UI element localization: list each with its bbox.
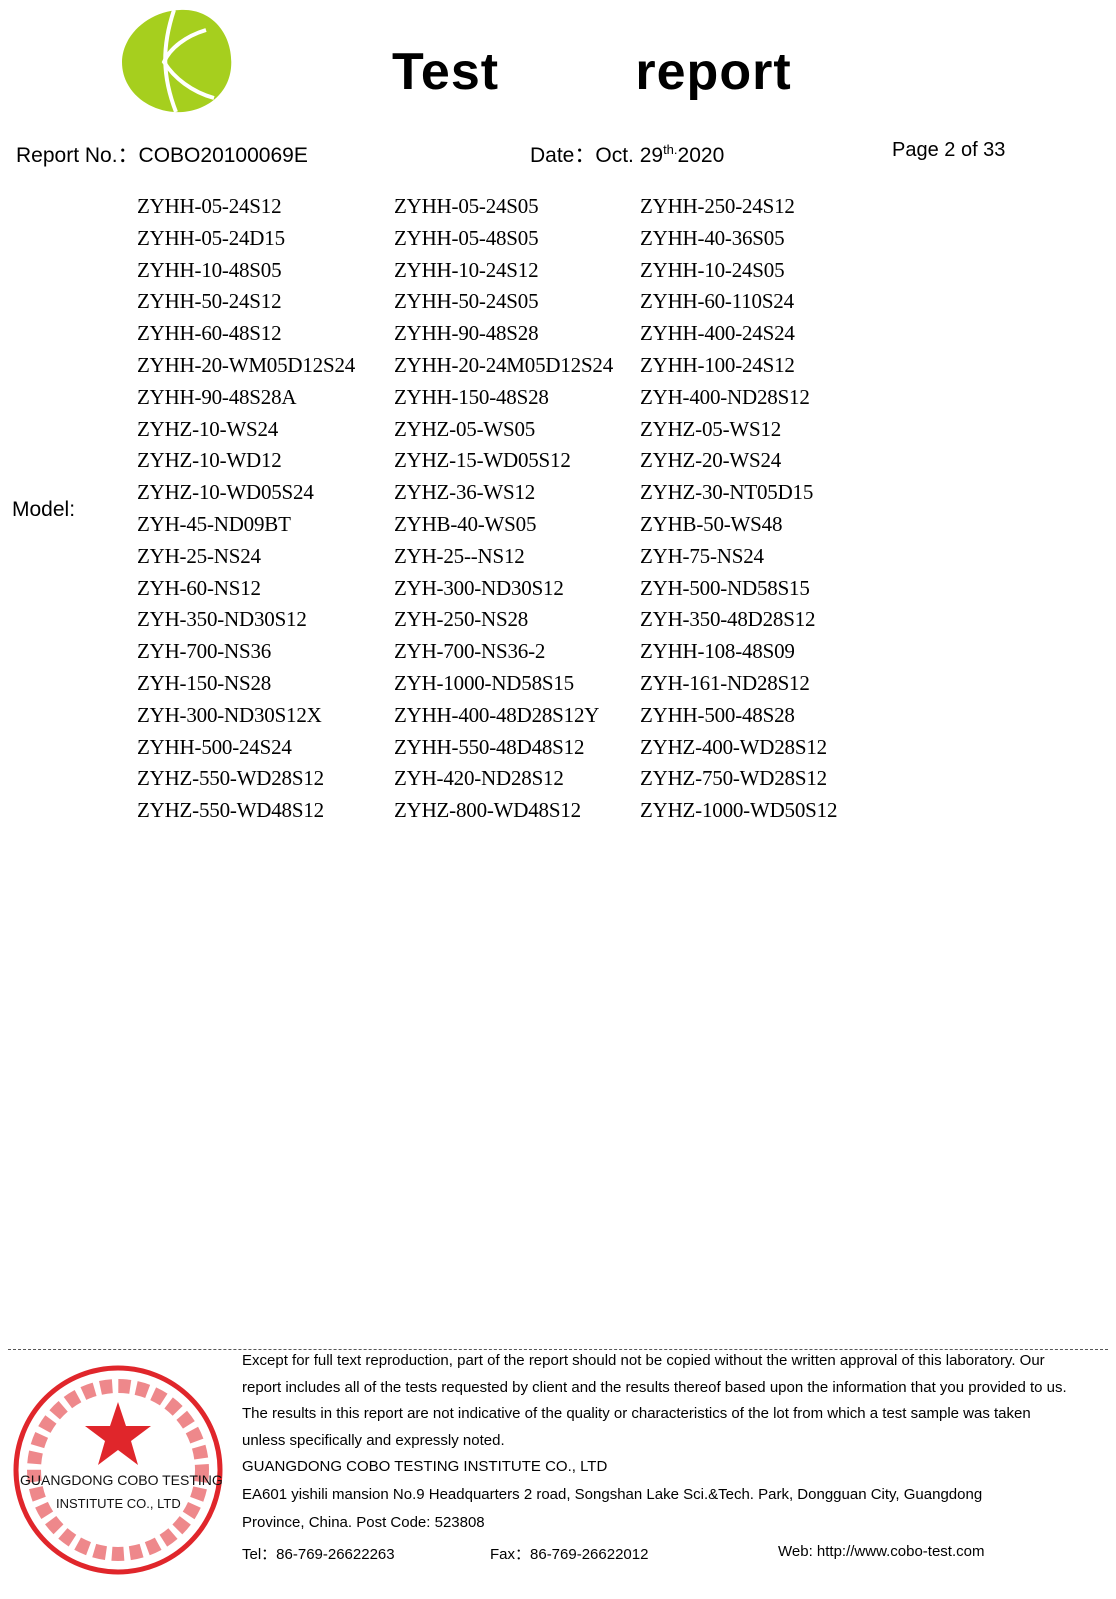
date-day: Oct. 29 (595, 144, 664, 167)
model-entry: ZYHZ-750-WD28S12 (640, 766, 827, 791)
model-entry: ZYHZ-05-WS12 (640, 416, 782, 441)
model-entry: ZYHH-60-48S12 (137, 321, 282, 346)
model-entry: ZYHZ-10-WS24 (137, 416, 279, 441)
model-entry: ZYHZ-15-WD05S12 (394, 448, 571, 473)
model-entry: ZYH-350-48D28S12 (640, 607, 816, 632)
website-link[interactable]: Web: http://www.cobo-test.com (778, 1543, 985, 1560)
model-label: Model: (12, 498, 76, 521)
model-entry: ZYHH-50-24S05 (394, 289, 539, 314)
model-entry: ZYHH-550-48D48S12 (394, 734, 585, 759)
model-entry: ZYHH-100-24S12 (640, 353, 795, 377)
model-entry: ZYH-161-ND28S12 (640, 671, 810, 695)
model-entry: ZYHZ-400-WD28S12 (640, 734, 827, 759)
model-entry: ZYH-300-ND30S12 (394, 575, 564, 600)
model-entry: ZYH-300-ND30S12X (137, 702, 322, 727)
model-entry: ZYH-500-ND58S15 (640, 575, 810, 600)
model-entry: ZYH-400-ND28S12 (640, 384, 810, 409)
model-entry: ZYHH-400-48D28S12Y (394, 702, 600, 727)
cobo-logo (122, 9, 232, 113)
model-entry: ZYH-45-ND09BT (137, 512, 291, 536)
model-entry: ZYHH-40-36S05 (640, 225, 785, 250)
model-entry: ZYHZ-550-WD28S12 (137, 766, 324, 791)
model-entry: ZYHH-400-24S24 (640, 321, 795, 346)
model-entry: ZYHZ-20-WS24 (640, 448, 782, 473)
report-number: Report No.：COBO20100069E (16, 139, 308, 169)
stamp-company-line-1: GUANGDONG COBO TESTING (20, 1472, 223, 1488)
seal-ring-lettering-marks (27, 1379, 209, 1561)
document-title: Test report (392, 43, 792, 101)
date-label: Date： (530, 144, 596, 167)
model-entry: ZYHH-10-48S05 (137, 257, 282, 282)
model-entry: ZYH-25--NS12 (394, 543, 525, 568)
model-entry: ZYH-25-NS24 (137, 543, 261, 568)
model-entry: ZYHH-500-48S28 (640, 702, 795, 727)
report-number-value: COBO20100069E (138, 144, 308, 167)
model-entry: ZYHZ-05-WS05 (394, 416, 536, 441)
disclaimer-line: unless specifically and expressly noted. (242, 1432, 505, 1449)
date-suffix: th. (663, 142, 678, 157)
model-entry: ZYHB-40-WS05 (394, 512, 537, 536)
model-entry: ZYH-150-NS28 (137, 671, 272, 695)
model-entry: ZYHH-05-24S05 (394, 194, 539, 218)
fax: Fax：86-769-26622012 (490, 1546, 649, 1563)
model-entry: ZYHB-50-WS48 (640, 512, 783, 536)
model-entry: ZYHZ-1000-WD50S12 (640, 798, 838, 823)
date-year: 2020 (677, 144, 725, 167)
model-entry: ZYHH-500-24S24 (137, 734, 292, 759)
model-entry: ZYH-700-NS36 (137, 639, 272, 664)
model-entry: ZYHZ-800-WD48S12 (394, 798, 581, 823)
model-entry: ZYHH-60-110S24 (640, 289, 794, 314)
model-entry: ZYHH-05-24D15 (137, 225, 285, 250)
model-entry: ZYHH-10-24S05 (640, 257, 785, 282)
disclaimer-line: Except for full text reproduction, part … (242, 1352, 1045, 1369)
model-entry: ZYHZ-10-WD05S24 (137, 480, 314, 505)
model-entry: ZYHH-05-24S12 (137, 194, 282, 218)
model-entry: ZYHH-50-24S12 (137, 289, 282, 314)
model-entry: ZYHH-20-24M05D12S24 (394, 353, 614, 377)
disclaimer-line: report includes all of the tests request… (242, 1379, 1067, 1396)
model-entry: ZYHH-10-24S12 (394, 257, 539, 282)
report-number-label: Report No.： (16, 144, 139, 167)
model-entry: ZYH-700-NS36-2 (394, 639, 546, 664)
report-date: Date：Oct. 29th.2020 (530, 139, 724, 169)
model-entry: ZYHH-250-24S12 (640, 194, 795, 218)
telephone: Tel：86-769-26622263 (242, 1546, 395, 1563)
company-seal-stamp (13, 1365, 223, 1575)
address-line-1: EA601 yishili mansion No.9 Headquarters … (242, 1486, 983, 1503)
model-entry: ZYH-250-NS28 (394, 607, 529, 632)
model-entry: ZYH-75-NS24 (640, 543, 764, 568)
model-entry: ZYH-60-NS12 (137, 575, 261, 600)
model-entry: ZYHH-108-48S09 (640, 639, 795, 664)
company-name: GUANGDONG COBO TESTING INSTITUTE CO., LT… (242, 1458, 608, 1475)
model-entry: ZYHH-05-48S05 (394, 225, 539, 250)
address-line-2: Province, China. Post Code: 523808 (242, 1514, 485, 1531)
model-entry: ZYHZ-10-WD12 (137, 448, 282, 473)
model-entry: ZYHH-90-48S28 (394, 321, 539, 346)
model-entry: ZYHH-20-WM05D12S24 (137, 353, 356, 377)
model-entry: ZYHZ-30-NT05D15 (640, 480, 814, 505)
model-entry: ZYHH-90-48S28A (137, 384, 297, 409)
model-entry: ZYHH-150-48S28 (394, 384, 549, 409)
model-entry: ZYH-350-ND30S12 (137, 607, 307, 632)
stamp-company-line-2: INSTITUTE CO., LTD (56, 1496, 181, 1511)
model-entry: ZYH-1000-ND58S15 (394, 671, 574, 695)
model-entry: ZYHZ-550-WD48S12 (137, 798, 324, 823)
disclaimer-line: The results in this report are not indic… (242, 1405, 1031, 1422)
model-entry: ZYHZ-36-WS12 (394, 480, 536, 505)
model-entry: ZYH-420-ND28S12 (394, 766, 564, 791)
page-number: Page 2 of 33 (892, 139, 1006, 161)
footer-divider (8, 1349, 1108, 1350)
